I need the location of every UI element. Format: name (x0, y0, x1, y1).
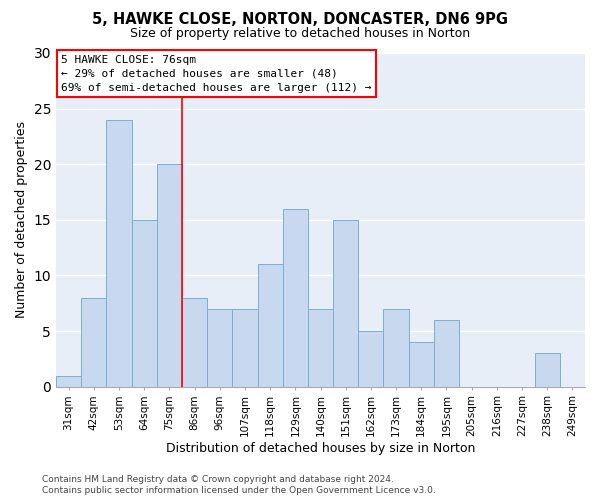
Text: Contains public sector information licensed under the Open Government Licence v3: Contains public sector information licen… (42, 486, 436, 495)
Bar (207, 309, 232, 386)
Text: 5 HAWKE CLOSE: 76sqm
← 29% of detached houses are smaller (48)
69% of semi-detac: 5 HAWKE CLOSE: 76sqm ← 29% of detached h… (61, 54, 372, 92)
Bar (81, 298, 106, 386)
Bar (383, 309, 409, 386)
Bar (308, 309, 333, 386)
Bar (535, 354, 560, 386)
Text: Contains HM Land Registry data © Crown copyright and database right 2024.: Contains HM Land Registry data © Crown c… (42, 475, 394, 484)
Bar (409, 342, 434, 386)
Bar (157, 164, 182, 386)
Bar (434, 320, 459, 386)
Bar (232, 309, 257, 386)
Text: 5, HAWKE CLOSE, NORTON, DONCASTER, DN6 9PG: 5, HAWKE CLOSE, NORTON, DONCASTER, DN6 9… (92, 12, 508, 28)
Bar (283, 208, 308, 386)
Bar (333, 220, 358, 386)
Bar (257, 264, 283, 386)
Text: Size of property relative to detached houses in Norton: Size of property relative to detached ho… (130, 28, 470, 40)
X-axis label: Distribution of detached houses by size in Norton: Distribution of detached houses by size … (166, 442, 475, 455)
Bar (182, 298, 207, 386)
Bar (358, 331, 383, 386)
Bar (106, 120, 131, 386)
Bar (131, 220, 157, 386)
Y-axis label: Number of detached properties: Number of detached properties (15, 122, 28, 318)
Bar (56, 376, 81, 386)
